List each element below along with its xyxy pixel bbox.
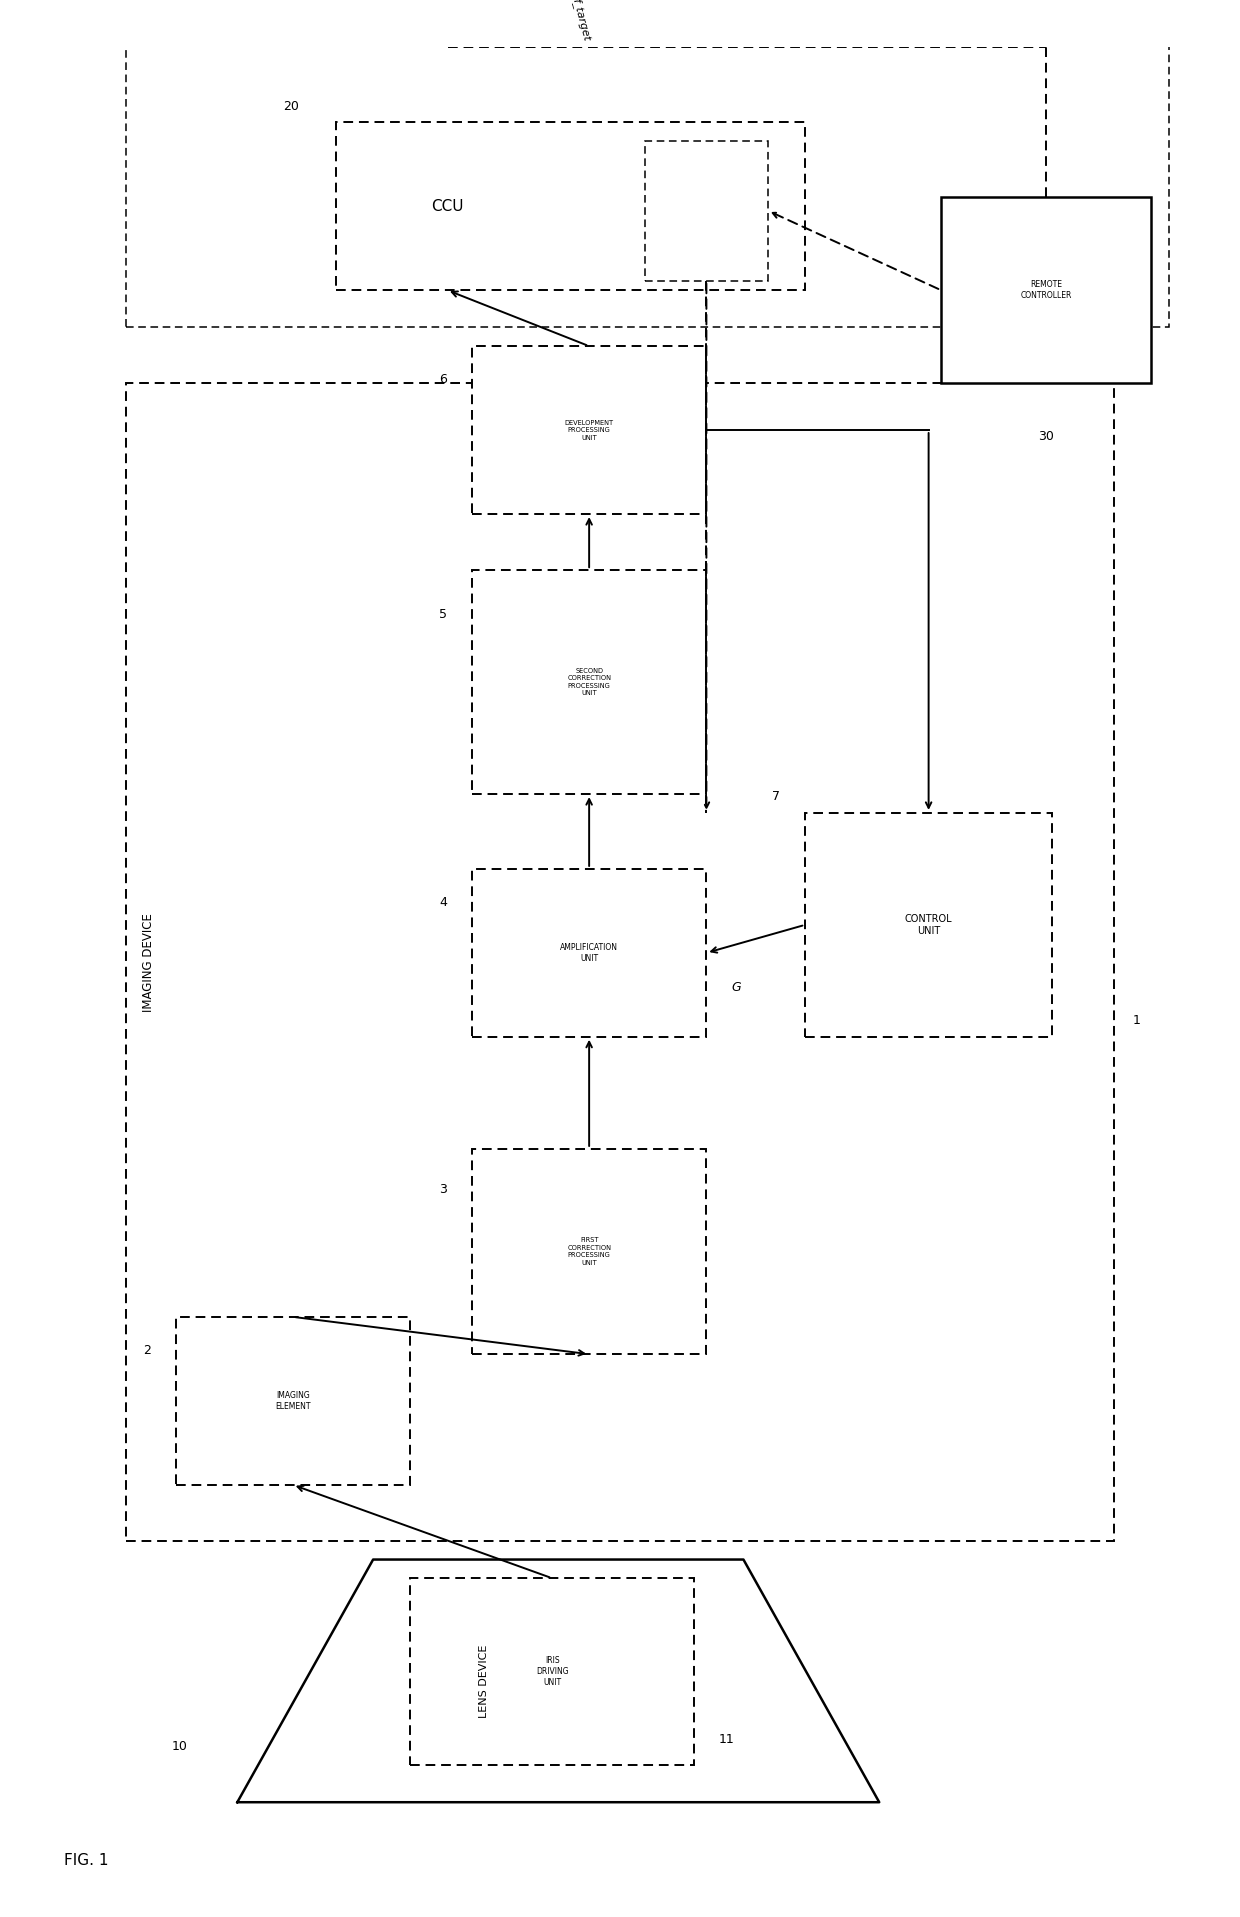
Bar	[472, 569, 707, 794]
Text: FIG. 1: FIG. 1	[64, 1852, 109, 1867]
Bar	[126, 383, 1114, 1541]
Bar	[126, 0, 1169, 328]
Text: 7: 7	[773, 790, 780, 803]
Text: G: G	[732, 982, 740, 993]
Text: IRIS
DRIVING
UNIT: IRIS DRIVING UNIT	[536, 1656, 568, 1687]
Text: 1: 1	[1132, 1014, 1140, 1026]
Text: REMOTE
CONTROLLER: REMOTE CONTROLLER	[1021, 280, 1071, 301]
Text: SECOND
CORRECTION
PROCESSING
UNIT: SECOND CORRECTION PROCESSING UNIT	[567, 667, 611, 696]
Text: IMAGING DEVICE: IMAGING DEVICE	[141, 912, 155, 1012]
Text: LENS DEVICE: LENS DEVICE	[479, 1645, 490, 1718]
Text: 6: 6	[439, 374, 448, 385]
Bar	[176, 1317, 410, 1486]
Text: DEVELOPMENT
PROCESSING
UNIT: DEVELOPMENT PROCESSING UNIT	[564, 420, 614, 441]
Text: 20: 20	[283, 100, 299, 113]
Text: CONTROL
UNIT: CONTROL UNIT	[905, 914, 952, 935]
Text: CCU: CCU	[432, 199, 464, 213]
Polygon shape	[237, 1560, 879, 1802]
Text: FIRST
CORRECTION
PROCESSING
UNIT: FIRST CORRECTION PROCESSING UNIT	[567, 1236, 611, 1265]
Bar	[645, 140, 768, 280]
Text: 5: 5	[439, 608, 448, 621]
Text: IMAGING
ELEMENT: IMAGING ELEMENT	[275, 1392, 311, 1411]
Text: 3: 3	[439, 1183, 448, 1196]
Text: f_target: f_target	[570, 0, 593, 42]
Bar	[472, 868, 707, 1037]
Bar	[410, 1578, 694, 1766]
Text: AMPLIFICATION
UNIT: AMPLIFICATION UNIT	[560, 943, 618, 962]
Text: 10: 10	[172, 1741, 188, 1752]
Bar	[805, 813, 1052, 1037]
Text: 2: 2	[143, 1344, 151, 1357]
Text: 30: 30	[1038, 429, 1054, 443]
Bar	[472, 1148, 707, 1353]
Text: 4: 4	[439, 895, 448, 909]
Text: 11: 11	[719, 1733, 734, 1746]
Bar	[941, 197, 1151, 383]
Bar	[336, 123, 805, 289]
Bar	[472, 347, 707, 514]
